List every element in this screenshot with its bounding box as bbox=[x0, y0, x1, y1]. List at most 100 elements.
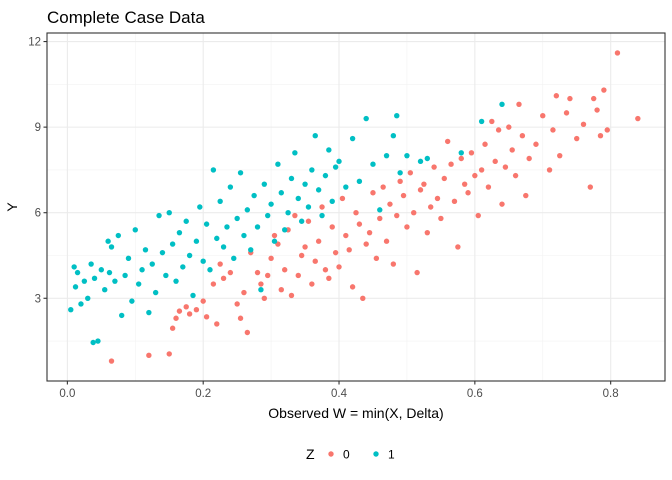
data-point bbox=[332, 249, 339, 256]
data-point bbox=[326, 275, 332, 282]
data-point bbox=[526, 155, 532, 162]
data-point bbox=[363, 115, 369, 122]
data-point bbox=[495, 127, 502, 133]
data-point bbox=[135, 281, 142, 287]
data-point bbox=[482, 141, 488, 147]
data-point bbox=[200, 258, 206, 264]
data-point bbox=[468, 150, 475, 156]
data-point bbox=[261, 295, 268, 301]
data-point bbox=[557, 152, 563, 159]
data-point bbox=[563, 110, 570, 116]
data-point bbox=[220, 275, 227, 282]
data-point bbox=[207, 267, 213, 273]
data-point bbox=[309, 281, 315, 287]
data-point bbox=[106, 269, 113, 276]
data-point bbox=[265, 212, 271, 219]
data-point bbox=[322, 267, 329, 273]
data-point bbox=[288, 175, 295, 182]
data-point bbox=[489, 118, 495, 125]
data-point bbox=[88, 261, 94, 267]
legend-key-0 bbox=[328, 451, 334, 457]
data-point bbox=[258, 281, 264, 287]
data-point bbox=[343, 232, 349, 239]
data-point bbox=[590, 95, 597, 102]
data-point bbox=[319, 212, 325, 219]
data-point bbox=[288, 292, 295, 299]
data-point bbox=[461, 181, 468, 187]
data-point bbox=[597, 132, 604, 139]
data-point bbox=[506, 124, 512, 130]
data-point bbox=[594, 107, 600, 113]
chart-title: Complete Case Data bbox=[47, 8, 205, 27]
data-point bbox=[458, 150, 464, 156]
data-point bbox=[271, 238, 278, 244]
data-point bbox=[146, 352, 152, 359]
data-point bbox=[292, 212, 298, 219]
data-point bbox=[383, 152, 390, 159]
data-point bbox=[261, 181, 268, 187]
data-point bbox=[319, 204, 325, 210]
data-point bbox=[377, 207, 383, 213]
data-point bbox=[397, 178, 403, 185]
x-axis-ticks bbox=[66, 381, 612, 385]
data-point bbox=[108, 358, 115, 364]
series-1-points bbox=[68, 101, 505, 346]
data-point bbox=[614, 50, 621, 56]
x-axis-title: Observed W = min(X, Delta) bbox=[268, 405, 443, 421]
data-point bbox=[156, 212, 162, 219]
plot-panel bbox=[46, 32, 666, 382]
plot-background bbox=[47, 33, 665, 381]
y-axis-tick-labels: 3 6 9 12 bbox=[28, 37, 41, 306]
data-point bbox=[428, 204, 434, 210]
data-points bbox=[68, 50, 641, 364]
data-point bbox=[492, 158, 498, 165]
data-point bbox=[91, 275, 98, 282]
data-point bbox=[414, 269, 420, 276]
data-point bbox=[434, 195, 441, 202]
data-point bbox=[81, 278, 88, 284]
data-point bbox=[383, 238, 390, 244]
data-point bbox=[550, 127, 556, 133]
data-point bbox=[166, 210, 172, 216]
data-point bbox=[431, 164, 437, 170]
x-axis: 0.0 0.2 0.4 0.6 0.8 bbox=[59, 381, 619, 400]
data-point bbox=[309, 167, 315, 173]
data-point bbox=[478, 167, 485, 173]
data-point bbox=[220, 244, 227, 250]
data-point bbox=[635, 115, 641, 122]
data-point bbox=[224, 224, 230, 230]
data-point bbox=[200, 298, 206, 304]
data-point bbox=[105, 238, 111, 244]
data-point bbox=[312, 132, 318, 139]
data-point bbox=[169, 325, 176, 331]
data-point bbox=[244, 207, 251, 213]
data-point bbox=[183, 304, 189, 310]
data-point bbox=[68, 306, 74, 313]
data-point bbox=[533, 141, 539, 147]
data-point bbox=[519, 132, 526, 139]
data-point bbox=[478, 118, 485, 125]
data-point bbox=[251, 192, 257, 199]
series-0-points bbox=[108, 50, 641, 364]
data-point bbox=[258, 287, 264, 293]
data-point bbox=[394, 212, 400, 219]
data-point bbox=[373, 255, 380, 262]
data-point bbox=[349, 284, 356, 290]
data-point bbox=[523, 192, 529, 199]
data-point bbox=[370, 161, 376, 167]
data-point bbox=[356, 178, 363, 185]
data-point bbox=[271, 232, 278, 239]
data-point bbox=[475, 212, 481, 219]
data-point bbox=[85, 295, 91, 301]
data-point bbox=[180, 264, 186, 270]
data-point bbox=[292, 150, 298, 156]
y-axis-title: Y bbox=[4, 202, 20, 212]
data-point bbox=[193, 238, 200, 244]
data-point bbox=[237, 315, 244, 321]
data-point bbox=[417, 158, 424, 165]
data-point bbox=[146, 309, 152, 316]
legend-title: Z bbox=[306, 446, 315, 462]
data-point bbox=[102, 287, 108, 293]
